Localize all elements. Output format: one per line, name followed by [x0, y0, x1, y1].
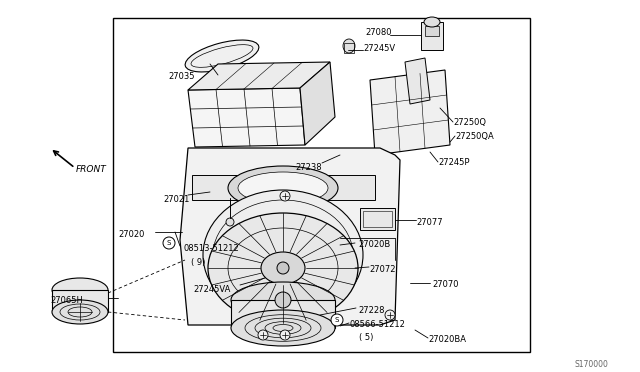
Ellipse shape	[261, 252, 305, 284]
Text: 27080: 27080	[365, 28, 392, 37]
Polygon shape	[405, 58, 430, 104]
Text: S: S	[167, 240, 171, 246]
Text: 27072: 27072	[369, 265, 396, 274]
Circle shape	[163, 237, 175, 249]
Ellipse shape	[231, 310, 335, 346]
Ellipse shape	[208, 213, 358, 323]
Text: 27228: 27228	[358, 306, 385, 315]
Bar	[231, 300, 335, 328]
Circle shape	[226, 218, 234, 226]
Ellipse shape	[238, 172, 328, 204]
Text: ( 5): ( 5)	[359, 333, 373, 342]
Bar	[52, 290, 108, 312]
Circle shape	[275, 292, 291, 308]
Ellipse shape	[424, 17, 440, 27]
Polygon shape	[300, 62, 335, 145]
Text: 27035: 27035	[168, 72, 195, 81]
Polygon shape	[188, 88, 305, 147]
Circle shape	[331, 314, 343, 326]
Text: 08566-51212: 08566-51212	[349, 320, 405, 329]
Text: 27245V: 27245V	[363, 44, 395, 53]
Text: 27238: 27238	[295, 163, 322, 172]
Text: S: S	[335, 317, 339, 323]
Text: 27020B: 27020B	[358, 240, 390, 249]
Bar	[344, 43, 354, 53]
Bar	[425, 26, 439, 36]
Text: 27065H: 27065H	[50, 296, 83, 305]
Polygon shape	[370, 70, 450, 155]
Ellipse shape	[185, 40, 259, 72]
Text: S170000: S170000	[574, 360, 608, 369]
Text: 27020BA: 27020BA	[428, 335, 466, 344]
Text: 27077: 27077	[416, 218, 443, 227]
Circle shape	[258, 330, 268, 340]
Bar	[421, 22, 443, 50]
Circle shape	[385, 310, 395, 320]
Circle shape	[280, 191, 290, 201]
Text: 27020: 27020	[118, 230, 145, 239]
Text: 27250Q: 27250Q	[453, 118, 486, 127]
Bar	[363, 211, 392, 227]
Ellipse shape	[203, 190, 363, 320]
Ellipse shape	[231, 282, 335, 318]
Polygon shape	[180, 148, 400, 325]
Ellipse shape	[228, 166, 338, 210]
Ellipse shape	[52, 300, 108, 324]
Polygon shape	[192, 175, 375, 200]
Text: 27021: 27021	[163, 195, 189, 204]
Text: 27250QA: 27250QA	[455, 132, 493, 141]
Text: ( 9): ( 9)	[191, 258, 205, 267]
Text: 08513-51212: 08513-51212	[183, 244, 239, 253]
Polygon shape	[188, 62, 330, 90]
Text: FRONT: FRONT	[76, 165, 107, 174]
Circle shape	[277, 262, 289, 274]
Text: 27070: 27070	[432, 280, 458, 289]
Bar	[113, 18, 530, 352]
Text: 27245VA: 27245VA	[193, 285, 230, 294]
Ellipse shape	[52, 278, 108, 302]
Bar	[360, 208, 395, 230]
Ellipse shape	[343, 39, 355, 53]
Circle shape	[280, 330, 290, 340]
Text: 27245P: 27245P	[438, 158, 470, 167]
